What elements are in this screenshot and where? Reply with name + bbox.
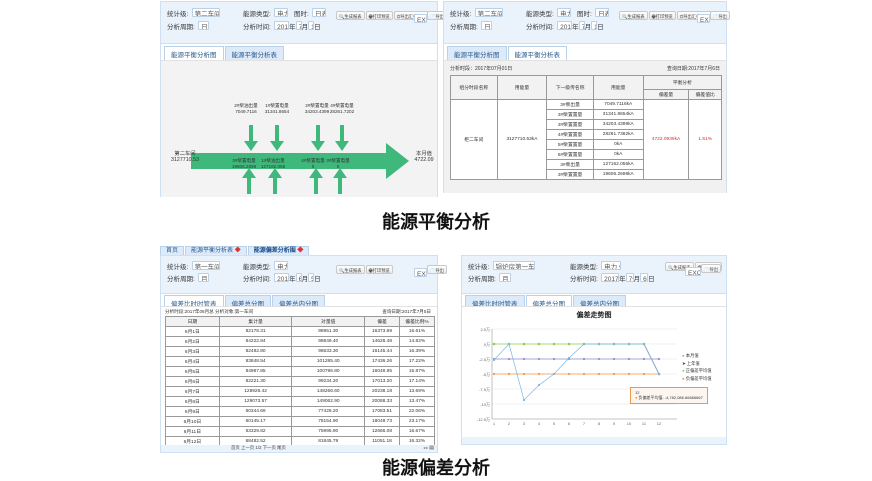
svg-text:1: 1 [493,421,496,426]
svg-text:0万: 0万 [484,342,490,347]
svg-text:-5万: -5万 [482,372,490,377]
svg-text:2.5万: 2.5万 [480,327,490,332]
svg-text:-12.5万: -12.5万 [477,417,490,422]
svg-text:9: 9 [613,421,616,426]
svg-text:-10万: -10万 [480,402,490,407]
svg-text:10: 10 [627,421,632,426]
svg-text:11: 11 [642,421,647,426]
svg-text:2: 2 [508,421,511,426]
svg-text:-2.5万: -2.5万 [479,357,490,362]
svg-text:7: 7 [583,421,586,426]
svg-text:5: 5 [553,421,556,426]
svg-text:6: 6 [568,421,571,426]
svg-text:12: 12 [657,421,662,426]
svg-text:3: 3 [523,421,526,426]
svg-text:8: 8 [598,421,601,426]
svg-text:-7.5万: -7.5万 [479,387,490,392]
svg-text:4: 4 [538,421,541,426]
